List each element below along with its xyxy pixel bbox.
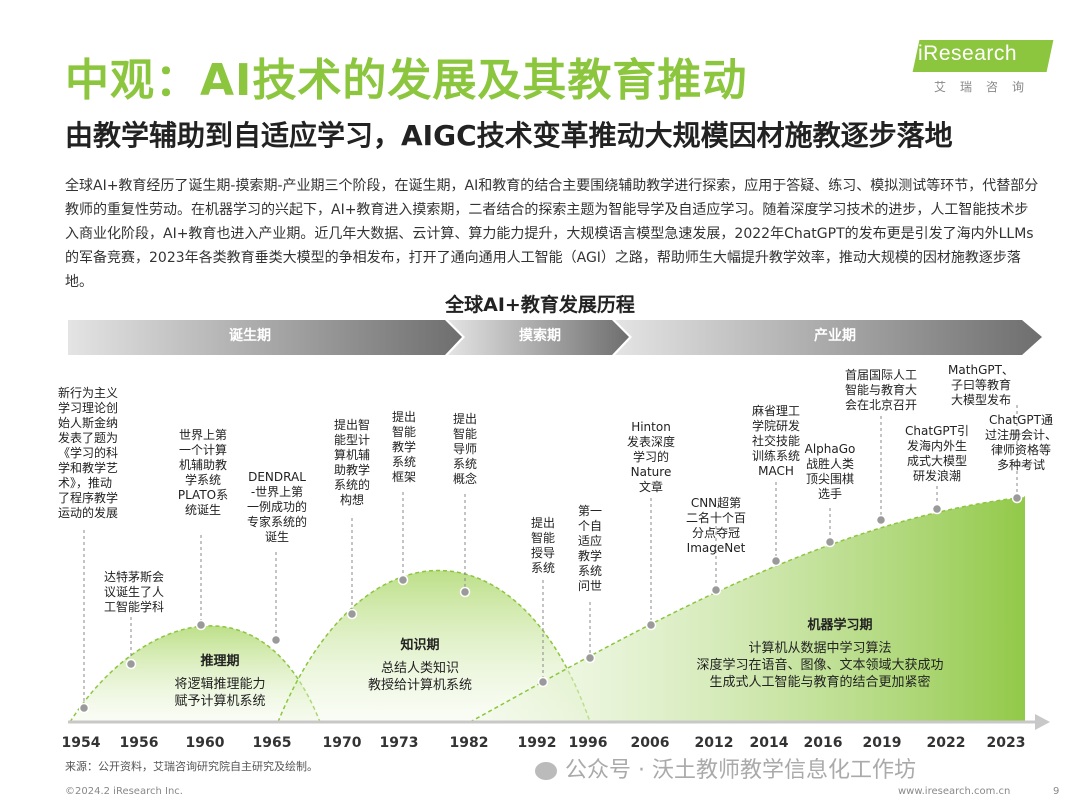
event-dendral: DENDRAL -世界上第 一例成功的 专家系统的 诞生: [246, 470, 307, 544]
watermark: 公众号 · 沃土教师教学信息化工作坊: [535, 752, 916, 784]
page-subtitle: 由教学辅助到自适应学习，AIGC技术变革推动大规模因材施教逐步落地: [65, 119, 953, 152]
event-dot: [537, 676, 549, 688]
event-connectors: [83, 405, 1018, 708]
phase-arrow-industry: [615, 320, 1042, 355]
event-dot: [931, 503, 943, 515]
event-tutor-system: 提出 智能 导师 系统 概念: [452, 412, 477, 486]
event-dot: [195, 619, 207, 631]
phase-arrow-explore: [448, 320, 629, 355]
year-label: 2006: [630, 735, 670, 751]
event-skinner: 新行为主义 学习理论创 始人斯金纳 发表了题为 《学习的科 学和教学艺 术》，推动 了程序教学…: [58, 386, 119, 520]
event-dot: [824, 536, 836, 548]
watermark-text: 公众号 · 沃土教师教学信息化工作坊: [565, 758, 916, 783]
event-ai-education-conference: 首届国际人工 智能与教育大 会在北京召开: [844, 368, 917, 412]
year-label: 1996: [568, 735, 608, 751]
iresearch-logo: iResearch 艾瑞咨询: [908, 36, 1058, 100]
year-label: 1956: [119, 735, 159, 751]
event-plato: 世界上第 一个计算 机辅助教 学系统 PLATO系 统诞生: [177, 428, 229, 517]
event-dot: [397, 574, 409, 586]
diagram-title: 全球AI+教育发展历程: [445, 294, 635, 316]
year-label: 1954: [61, 735, 101, 751]
event-dots: [78, 492, 1023, 714]
year-label: 2023: [986, 735, 1026, 751]
event-dot: [584, 652, 596, 664]
event-dot: [770, 555, 782, 567]
phase-label-industry: 产业期: [814, 328, 856, 344]
period-label-reasoning: 推理期: [200, 654, 240, 669]
event-alphago: AlphaGo 战胜人类 顶尖围棋 选手: [804, 442, 856, 501]
year-label: 2019: [862, 735, 902, 751]
phase-arrow-birth: [68, 320, 462, 355]
event-hinton: Hinton 发表深度 学习的 Nature 文章: [626, 420, 675, 494]
copyright: ©2024.2 iResearch Inc.: [65, 786, 183, 797]
year-label: 1982: [449, 735, 489, 751]
event-dartmouth: 达特茅斯会 议诞生了人 工智能学科: [103, 570, 164, 614]
logo-text: iResearch: [918, 42, 1018, 65]
hill-knowledge-outline: [277, 569, 591, 723]
phase-arrows: [68, 320, 1042, 355]
event-icai-concept: 提出智 能型计 算机辅 助教学 系统的 构想: [333, 418, 370, 507]
event-dot: [125, 658, 137, 670]
year-label: 2012: [694, 735, 734, 751]
event-adaptive-system: 第一 个自 适应 教学 系统 问世: [577, 504, 602, 593]
year-label: 1973: [379, 735, 419, 751]
event-dot: [346, 608, 358, 620]
page-title: 中观：AI技术的发展及其教育推动: [65, 55, 748, 106]
phase-label-explore: 摸索期: [519, 328, 561, 344]
event-dot: [710, 584, 722, 596]
hill-knowledge: [278, 570, 590, 722]
hill-machine-learning-outline: [469, 496, 1026, 723]
hill-reasoning: [70, 625, 320, 722]
timeline-axis-arrowhead: [1035, 714, 1050, 730]
hill-machine-learning: [470, 497, 1025, 722]
event-edu-llm-release: MathGPT、 子曰等教育 大模型发布: [948, 363, 1014, 407]
period-label-machine-learning: 机器学习期: [807, 618, 873, 633]
event-intelligent-tutoring: 提出 智能 授导 系统: [530, 516, 555, 575]
page-number: 9: [1053, 786, 1060, 797]
event-dot: [270, 634, 282, 646]
year-label: 1965: [252, 735, 292, 751]
period-desc-reasoning: 将逻辑推理能力 赋予计算机系统: [174, 677, 266, 709]
website-link[interactable]: www.iresearch.com.cn: [898, 786, 1011, 797]
event-dot: [1011, 492, 1023, 504]
event-dot: [645, 619, 657, 631]
event-dot: [459, 586, 471, 598]
event-chatgpt-wave: ChatGPT引 发海内外生 成式大模型 研发浪潮: [905, 424, 969, 483]
period-label-knowledge: 知识期: [400, 638, 440, 653]
event-chatgpt-exams: ChatGPT通 过注册会计、 律师资格等 多种考试: [984, 413, 1057, 472]
period-desc-knowledge: 总结人类知识 教授给计算机系统: [367, 661, 472, 693]
wechat-icon: [535, 762, 557, 780]
event-dot: [875, 514, 887, 526]
year-label: 1992: [517, 735, 557, 751]
year-label: 2022: [926, 735, 966, 751]
year-label: 1970: [322, 735, 362, 751]
year-label: 1960: [185, 735, 225, 751]
year-label: 2014: [749, 735, 789, 751]
intro-paragraph: 全球AI+教育经历了诞生期-摸索期-产业期三个阶段，在诞生期，AI和教育的结合主…: [65, 178, 1039, 290]
event-its-framework: 提出 智能 教学 系统 框架: [391, 410, 416, 484]
event-imagenet: CNN超第 二名十个百 分点夺冠 ImageNet: [685, 496, 746, 555]
source-note: 来源：公开资料，艾瑞咨询研究院自主研究及绘制。: [65, 760, 318, 773]
logo-subtext: 艾瑞咨询: [934, 80, 1039, 94]
event-mit-mach: 麻省理工 学院研发 社交技能 训练系统 MACH: [751, 404, 800, 478]
event-dot: [78, 702, 90, 714]
year-label: 2016: [803, 735, 843, 751]
period-desc-machine-learning: 计算机从数据中学习算法 深度学习在语音、图像、文本领域大获成功 生成式人工智能与教育…: [696, 641, 944, 690]
phase-label-birth: 诞生期: [229, 328, 271, 344]
